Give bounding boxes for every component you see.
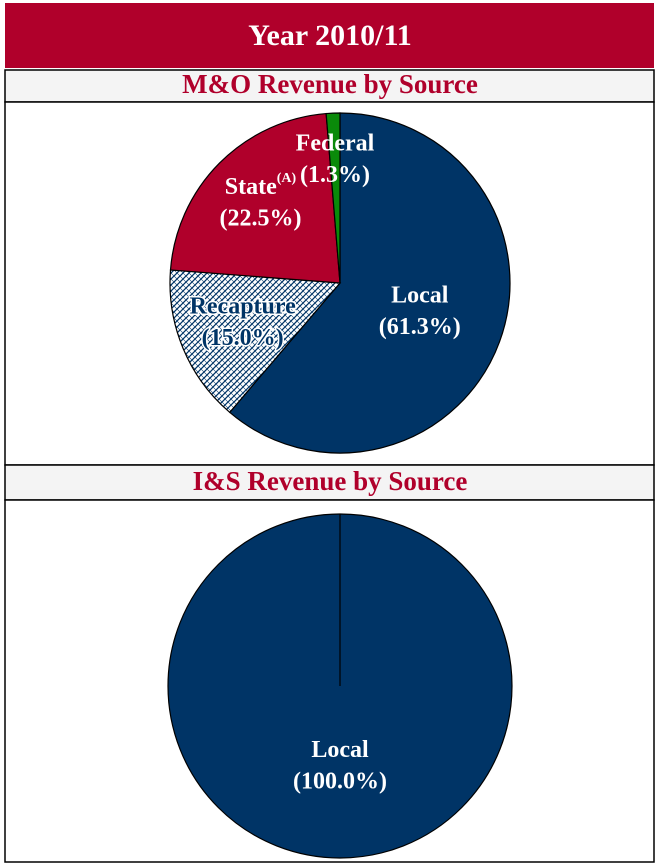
pie-slice xyxy=(325,112,341,284)
value-label: (61.3%) xyxy=(379,314,461,340)
category-name: Local xyxy=(391,282,449,308)
category-name: State xyxy=(225,173,277,199)
category-name: Recapture xyxy=(190,293,297,319)
pie-slice xyxy=(169,269,342,414)
category-note: (A) xyxy=(277,171,297,186)
slice-label: Local xyxy=(391,282,449,308)
slice-label: Federal xyxy=(296,130,375,156)
category-name: Local xyxy=(311,736,369,762)
value-label: (15.0%) xyxy=(202,325,284,351)
value-label: (22.5%) xyxy=(219,205,301,231)
title-row xyxy=(4,69,655,103)
title-row xyxy=(4,464,655,501)
slice-label: Local xyxy=(311,736,369,762)
slice-label: State(A) xyxy=(225,171,297,199)
header-band xyxy=(5,3,654,68)
chart-title: M&O Revenue by Source xyxy=(182,69,478,99)
value-label: (100.0%) xyxy=(293,768,387,794)
category-name: Federal xyxy=(296,130,375,156)
value-label: (1.3%) xyxy=(300,162,370,188)
pie-slice xyxy=(228,112,511,454)
chart-title: I&S Revenue by Source xyxy=(193,466,468,496)
header-title: Year 2010/11 xyxy=(248,19,412,52)
slice-label: Recapture xyxy=(190,293,297,319)
pie-slice xyxy=(169,112,341,284)
